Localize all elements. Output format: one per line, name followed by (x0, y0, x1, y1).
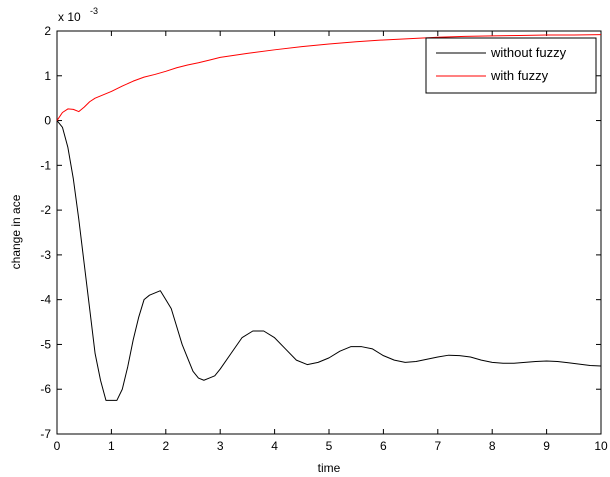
y-axis-ticks: -7 -6 -5 -4 -3 -2 -1 0 1 2 (40, 24, 601, 441)
x-tick-label: 9 (543, 439, 550, 453)
y-axis-exponent-power: -3 (90, 6, 98, 16)
legend-box (425, 37, 597, 94)
x-tick-label: 7 (434, 439, 441, 453)
y-tick-label: -4 (40, 293, 51, 307)
x-tick-label: 8 (489, 439, 496, 453)
x-tick-label: 10 (594, 439, 608, 453)
x-tick-label: 2 (162, 439, 169, 453)
y-tick-label: -6 (40, 382, 51, 396)
series-line-with-fuzzy (56, 34, 602, 121)
plot-area (56, 30, 602, 435)
series-line-without-fuzzy (56, 120, 602, 401)
series-layer (56, 34, 602, 401)
y-tick-label: 2 (44, 24, 51, 38)
x-tick-label: 0 (54, 439, 61, 453)
x-tick-label: 4 (271, 439, 278, 453)
legend-label-with-fuzzy: with fuzzy (490, 68, 549, 83)
legend-label-without-fuzzy: without fuzzy (490, 45, 567, 60)
x-axis-label: time (318, 461, 341, 475)
y-tick-label: -2 (40, 203, 51, 217)
y-tick-label: -7 (40, 427, 51, 441)
legend: without fuzzy with fuzzy (425, 37, 597, 94)
x-tick-label: 3 (217, 439, 224, 453)
x-tick-label: 6 (380, 439, 387, 453)
y-axis-exponent: x 10 (58, 10, 81, 24)
y-axis-label: change in ace (9, 194, 23, 269)
y-tick-label: 1 (44, 69, 51, 83)
y-tick-label: -3 (40, 248, 51, 262)
x-tick-label: 5 (326, 439, 333, 453)
x-axis-ticks: 0 1 2 3 4 5 6 7 8 9 10 (54, 31, 608, 453)
x-tick-label: 1 (108, 439, 115, 453)
y-tick-label: -1 (40, 158, 51, 172)
y-tick-label: -5 (40, 337, 51, 351)
y-tick-label: 0 (44, 114, 51, 128)
